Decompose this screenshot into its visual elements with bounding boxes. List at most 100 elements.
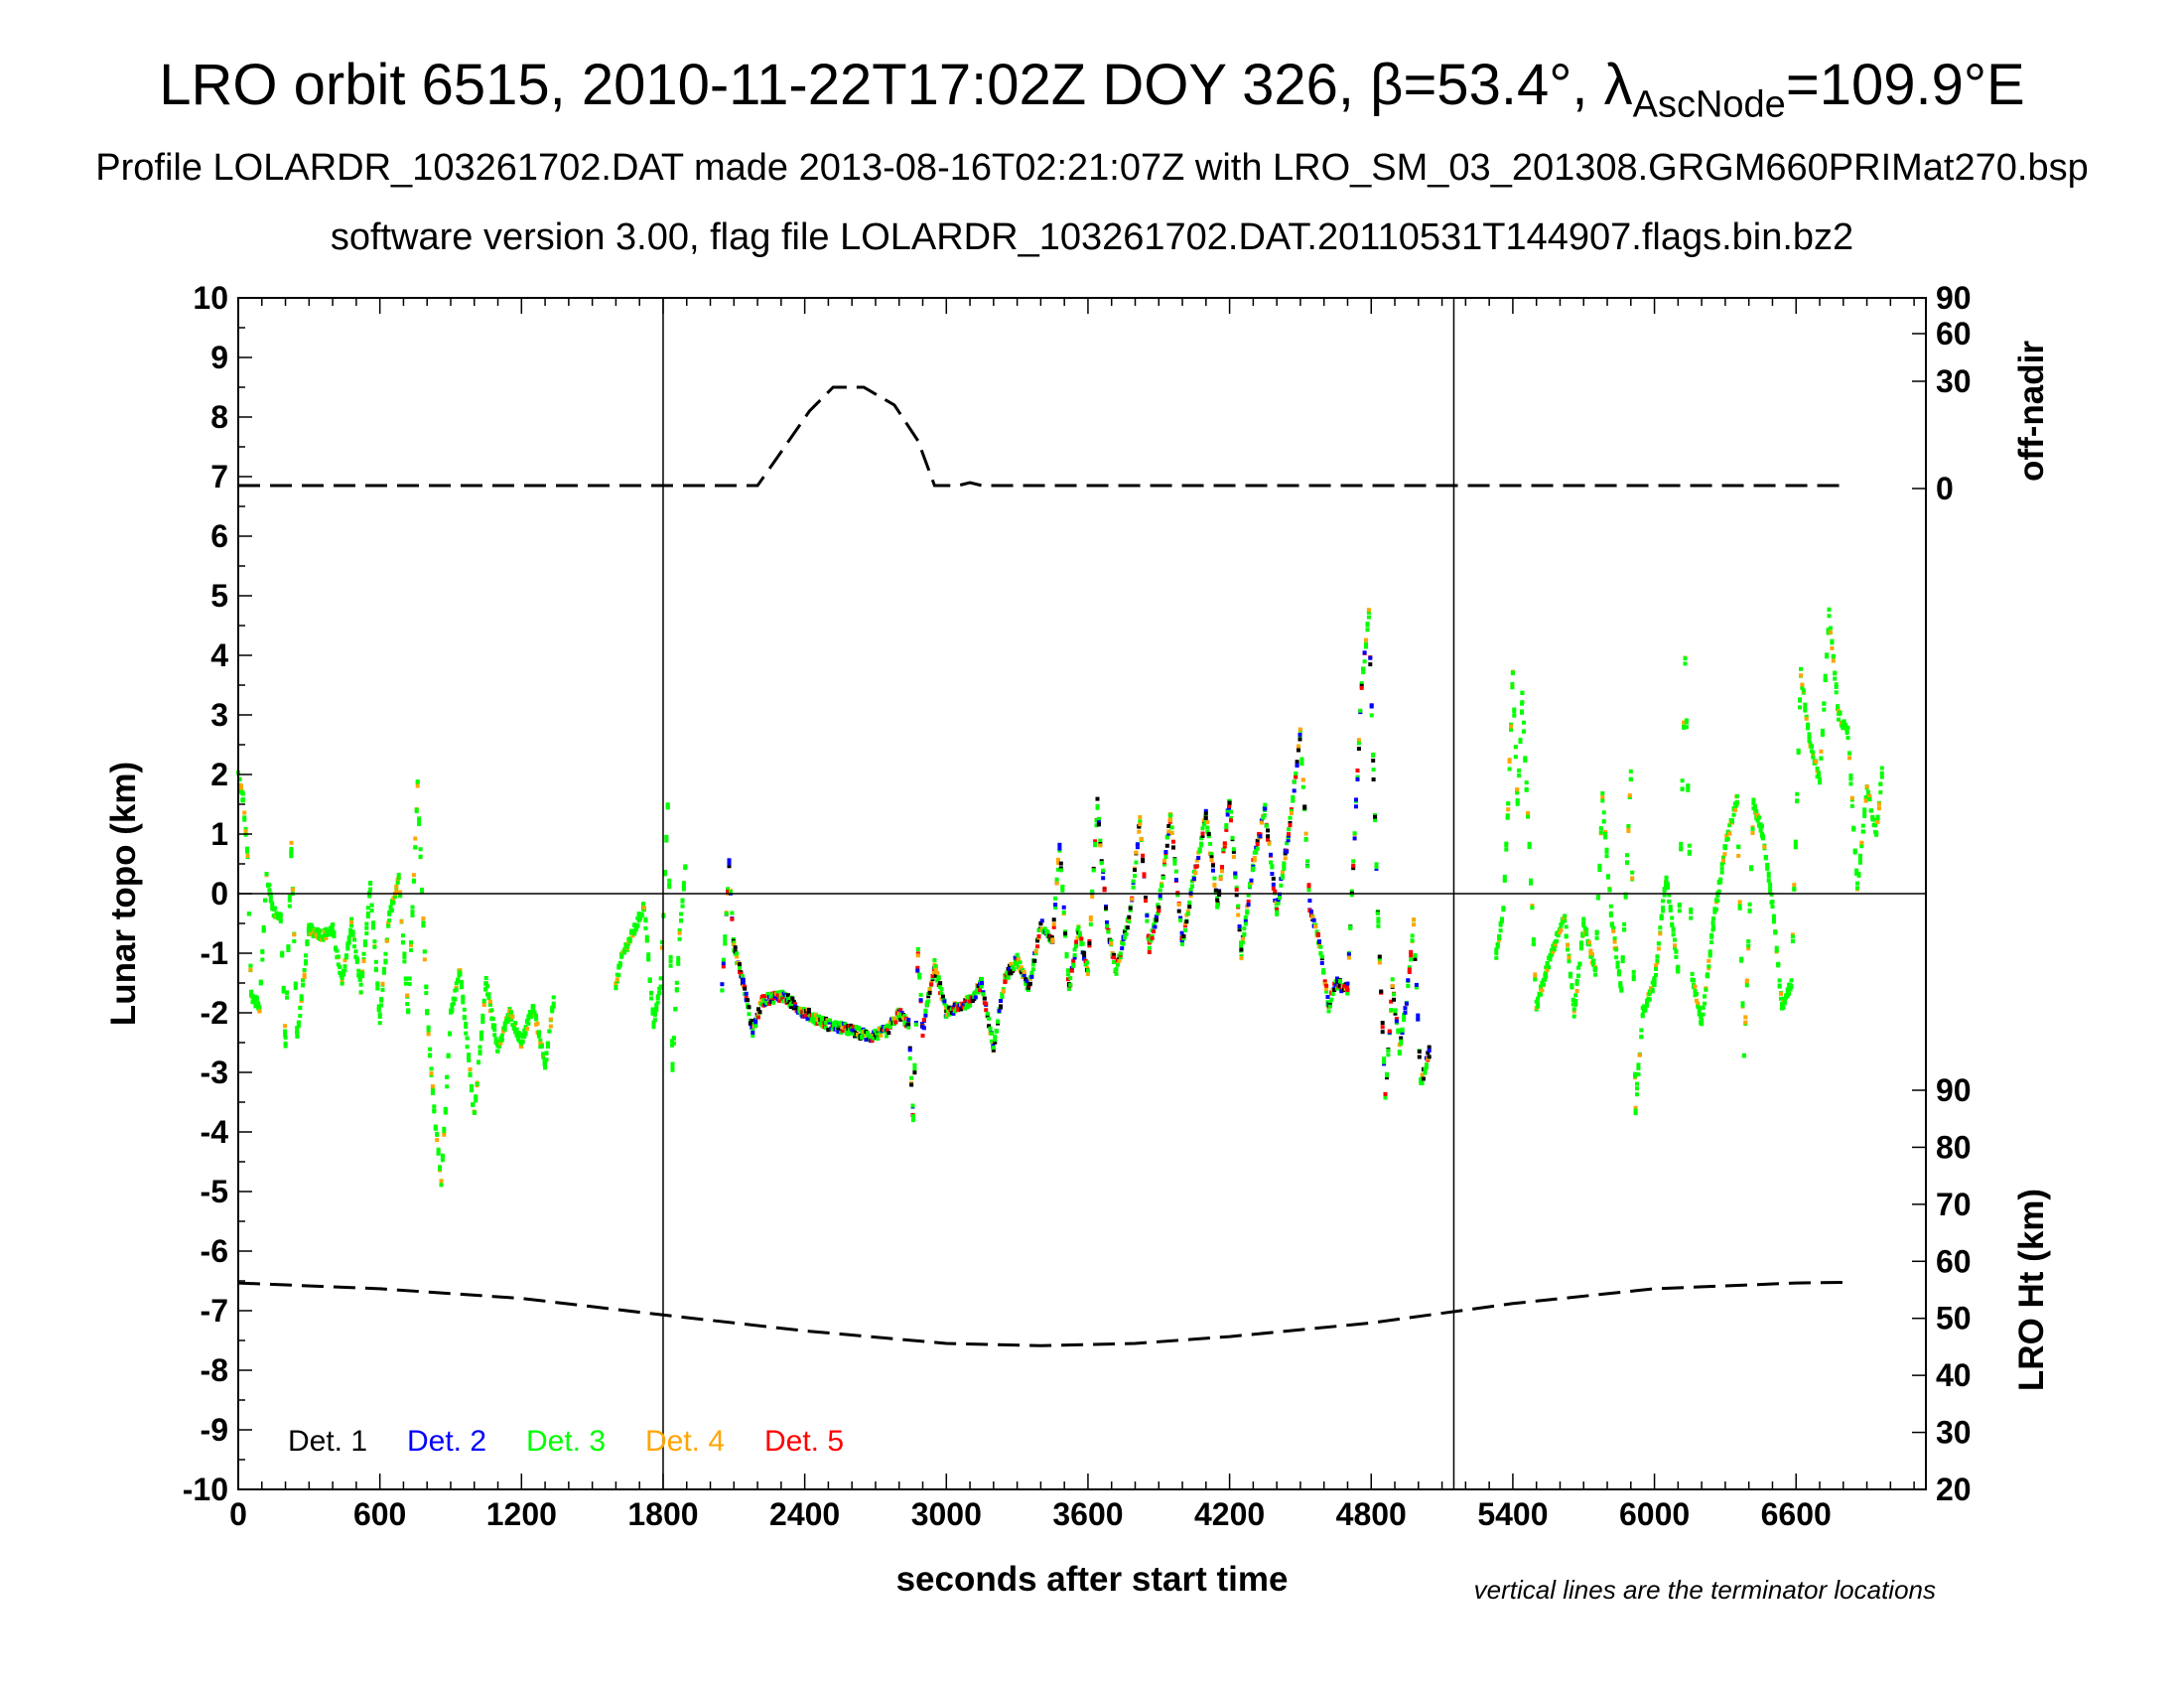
topo-point xyxy=(1285,841,1290,846)
topo-point xyxy=(1096,820,1101,825)
topo-point xyxy=(424,984,429,989)
topo-point xyxy=(1168,813,1173,818)
topo-point xyxy=(305,941,310,946)
topo-point xyxy=(1032,958,1037,963)
off-nadir-profile xyxy=(238,385,1843,488)
topo-point xyxy=(1091,868,1096,873)
topo-point xyxy=(1234,888,1239,892)
topo-point xyxy=(1224,823,1229,827)
topo-point xyxy=(642,908,646,913)
topo-point xyxy=(432,1108,437,1113)
topo-point xyxy=(750,1019,754,1024)
topo-point xyxy=(1626,828,1631,833)
topo-point xyxy=(1162,862,1166,867)
topo-point xyxy=(1684,718,1689,723)
topo-point xyxy=(1399,1036,1404,1041)
topo-point xyxy=(976,990,981,995)
topo-point xyxy=(429,1071,434,1076)
topo-point xyxy=(676,959,681,964)
topo-point xyxy=(1697,1008,1702,1013)
topo-point xyxy=(471,1102,476,1107)
topo-point xyxy=(961,1003,966,1008)
topo-point xyxy=(1674,949,1679,954)
topo-point xyxy=(1146,936,1151,941)
topo-point xyxy=(1137,824,1142,829)
topo-point xyxy=(849,1023,854,1028)
topo-point xyxy=(1647,991,1652,996)
topo-point xyxy=(1318,944,1323,949)
topo-point xyxy=(1545,961,1550,965)
topo-point xyxy=(973,995,978,1000)
topo-point xyxy=(1597,868,1602,873)
topo-point xyxy=(1093,839,1098,844)
topo-point xyxy=(993,1038,998,1043)
topo-point xyxy=(1283,856,1288,861)
topo-point xyxy=(1154,917,1159,922)
topo-point xyxy=(1389,1008,1394,1013)
topo-point xyxy=(1364,637,1368,642)
topo-point xyxy=(1137,829,1142,834)
topo-point xyxy=(268,895,273,900)
topo-point xyxy=(1206,832,1211,836)
topo-point xyxy=(365,914,370,918)
topo-point xyxy=(1310,914,1315,919)
topo-point xyxy=(624,944,629,949)
topo-point xyxy=(346,937,351,942)
topo-point xyxy=(933,964,938,969)
topo-point xyxy=(411,873,416,878)
topo-point xyxy=(1275,908,1280,913)
topo-point xyxy=(1570,983,1574,988)
topo-point xyxy=(679,912,683,916)
topo-point xyxy=(843,1025,848,1030)
topo-point xyxy=(1112,960,1117,964)
topo-point xyxy=(1134,860,1139,865)
topo-point xyxy=(1777,984,1782,989)
topo-point xyxy=(768,994,773,999)
topo-point xyxy=(1251,866,1256,871)
topo-point xyxy=(369,903,374,908)
x-tick-label: 2400 xyxy=(769,1496,840,1532)
topo-point xyxy=(733,945,738,950)
topo-point xyxy=(1661,906,1666,911)
topo-point xyxy=(1633,1071,1638,1076)
topo-point xyxy=(1248,884,1252,889)
topo-point xyxy=(622,950,626,955)
topo-point xyxy=(732,940,737,945)
x-tick-label: 3600 xyxy=(1052,1496,1123,1532)
topo-point xyxy=(1822,701,1827,706)
topo-point xyxy=(815,1016,820,1021)
topo-point xyxy=(1123,935,1127,940)
topo-point xyxy=(1847,756,1851,761)
lro-height-tick-label: 90 xyxy=(1936,1072,1972,1108)
topo-point xyxy=(1072,955,1077,960)
topo-point xyxy=(1876,806,1881,811)
topo-point xyxy=(237,776,242,781)
topo-point xyxy=(286,948,291,952)
topo-point xyxy=(911,1118,915,1123)
topo-point xyxy=(430,1087,435,1092)
topo-point xyxy=(1838,711,1843,716)
topo-point xyxy=(1703,994,1706,999)
topo-point xyxy=(1553,942,1558,947)
topo-point xyxy=(1755,818,1760,823)
topo-point xyxy=(242,810,247,815)
topo-point xyxy=(1082,954,1087,959)
topo-point xyxy=(677,927,682,932)
topo-point xyxy=(544,1057,549,1062)
y-tick-label: 2 xyxy=(210,757,228,792)
topo-point xyxy=(1700,1022,1705,1027)
topo-point xyxy=(1619,988,1624,993)
topo-point xyxy=(1734,802,1739,807)
topo-point xyxy=(1859,840,1864,845)
topo-point xyxy=(1414,982,1419,987)
topo-point xyxy=(1130,897,1135,902)
topo-point xyxy=(1068,976,1073,981)
topo-point xyxy=(873,1029,878,1033)
topo-point xyxy=(1779,991,1783,996)
topo-point xyxy=(1715,894,1720,898)
topo-point xyxy=(386,920,391,925)
topo-point xyxy=(1149,938,1154,943)
legend-item-det-2: Det. 2 xyxy=(407,1425,486,1458)
topo-point xyxy=(480,1016,485,1021)
topo-point xyxy=(1498,928,1503,933)
